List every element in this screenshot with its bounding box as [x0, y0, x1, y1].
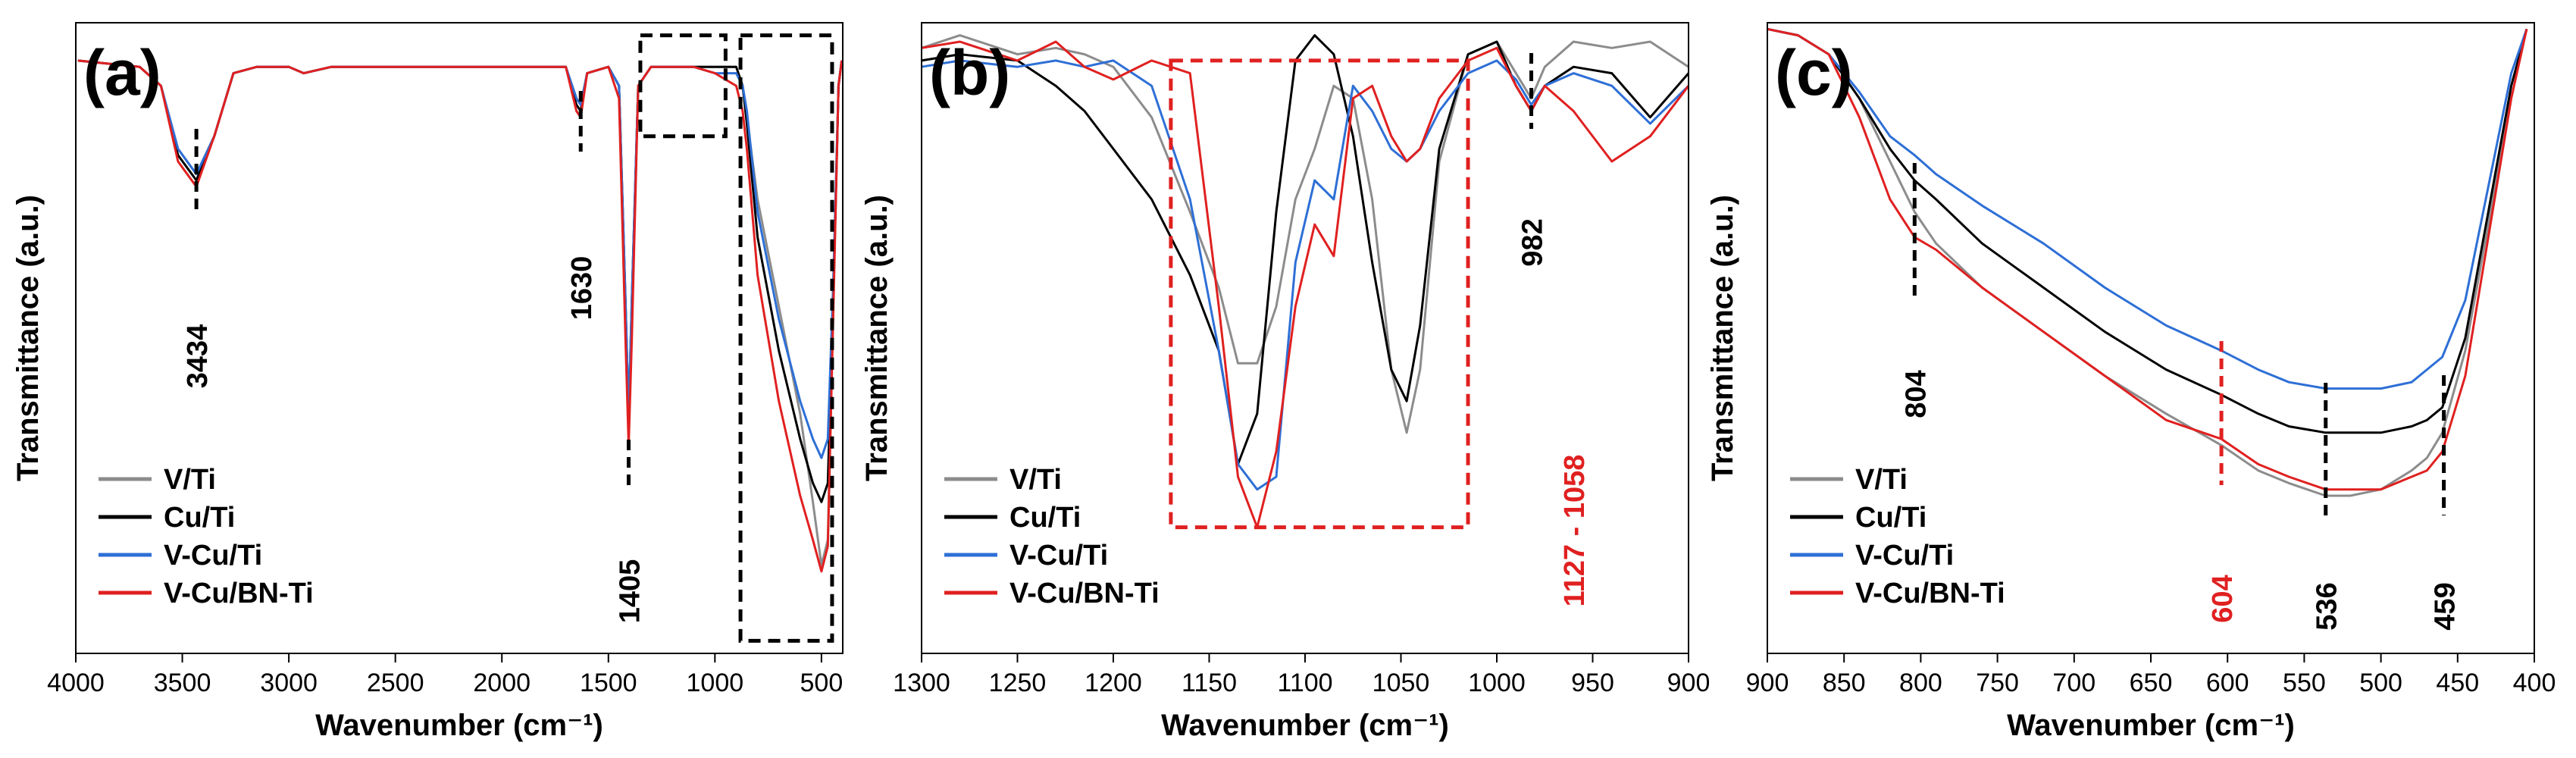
series-line-v-ti: [1767, 27, 2528, 497]
panel-b-ylabel: Transmittance (a.u.): [860, 195, 894, 481]
x-tick-label: 450: [2436, 669, 2479, 697]
panel-b-annotations: 982 1127 - 1058: [1517, 53, 1591, 607]
legend-entry: V-Cu/Ti: [164, 540, 262, 572]
series-line-v-cu-bn-ti: [1767, 27, 2528, 491]
series-line-v-cu-ti: [77, 59, 844, 459]
x-tick-label: 900: [1746, 669, 1789, 697]
legend-entry: V-Cu/BN-Ti: [164, 578, 314, 609]
panel-a-boxes: [638, 33, 834, 643]
panel-c-xlabel: Wavenumber (cm⁻¹): [2007, 709, 2295, 742]
legend-entry: V/Ti: [1009, 464, 1062, 496]
panel-a-xticks: 4000 3500 3000 2500 2000 1500 1000 500: [47, 653, 843, 697]
panel-a-label: (a): [83, 37, 161, 108]
x-tick-label: 1250: [989, 669, 1047, 697]
x-tick-label: 500: [800, 669, 844, 697]
annotation-label: 536: [2312, 582, 2343, 630]
annotation-label: 1630: [566, 256, 598, 321]
series-line-cu-ti: [921, 34, 1690, 465]
panel-b-xlabel: Wavenumber (cm⁻¹): [1161, 709, 1449, 742]
panel-b-series: [921, 34, 1690, 529]
panel-c-xticks: 900 850 800 750 700 650 600 550 500 450 400: [1746, 653, 2556, 697]
legend-entry: V-Cu/BN-Ti: [1855, 578, 2005, 609]
x-tick-label: 400: [2513, 669, 2556, 697]
x-tick-label: 550: [2283, 669, 2326, 697]
panel-b-xticks: 1300 1250 1200 1150 1100 1050 1000 950 900: [893, 653, 1710, 697]
highlight-box: [1169, 58, 1470, 530]
x-tick-label: 3500: [154, 669, 211, 697]
highlight-box: [738, 33, 834, 643]
x-tick-label: 1000: [1468, 669, 1526, 697]
x-tick-label: 1200: [1085, 669, 1142, 697]
x-tick-label: 1050: [1373, 669, 1430, 697]
panel-c-series: [1767, 27, 2528, 497]
highlight-box: [638, 33, 728, 139]
panel-b-label: (b): [929, 37, 1010, 108]
x-tick-label: 1000: [687, 669, 744, 697]
legend-entry: V-Cu/BN-Ti: [1009, 578, 1160, 609]
annotation-label: 982: [1517, 218, 1549, 266]
annotation-label: 1127 - 1058: [1559, 455, 1591, 607]
panel-c-legend: V/Ti Cu/Ti V-Cu/Ti V-Cu/BN-Ti: [1790, 464, 2005, 609]
x-tick-label: 600: [2206, 669, 2249, 697]
panel-b: 1300 1250 1200 1150 1100 1050 1000 950 900 982 11…: [860, 22, 1710, 742]
panel-a-legend: V/Ti Cu/Ti V-Cu/Ti V-Cu/BN-Ti: [99, 464, 314, 609]
legend-entry: Cu/Ti: [1009, 502, 1081, 534]
legend-entry: V/Ti: [164, 464, 216, 496]
annotation-label: 604: [2207, 575, 2239, 622]
panel-b-boxes: [1169, 58, 1470, 530]
panel-a-annotations: 3434 1630 1405: [182, 91, 646, 623]
x-tick-label: 900: [1667, 669, 1711, 697]
panel-c: 900 850 800 750 700 650 600 550 500 450 400 804 604…: [1706, 22, 2556, 742]
annotation-label: 3434: [182, 324, 214, 389]
x-tick-label: 3000: [260, 669, 318, 697]
x-tick-label: 750: [1976, 669, 2019, 697]
series-line-v-ti: [921, 34, 1689, 434]
panel-a: 4000 3500 3000 2500 2000 1500 1000 500 3434 1630…: [11, 22, 844, 742]
legend-entry: V-Cu/Ti: [1009, 540, 1108, 572]
x-tick-label: 1300: [893, 669, 950, 697]
legend-entry: V-Cu/Ti: [1855, 540, 1954, 572]
panel-a-xlabel: Wavenumber (cm⁻¹): [315, 709, 603, 742]
legend-entry: V/Ti: [1855, 464, 1908, 496]
panel-a-frame: [75, 22, 844, 654]
series-line-cu-ti: [77, 59, 844, 503]
legend-entry: Cu/Ti: [164, 502, 235, 534]
x-tick-label: 1500: [580, 669, 637, 697]
x-tick-label: 2000: [473, 669, 531, 697]
annotation-label: 804: [1900, 370, 1932, 418]
annotation-label: 1405: [614, 559, 646, 624]
x-tick-label: 2500: [367, 669, 424, 697]
x-tick-label: 4000: [47, 669, 105, 697]
series-line-v-cu-ti: [921, 59, 1690, 491]
series-line-v-cu-ti: [1767, 27, 2528, 390]
panel-b-legend: V/Ti Cu/Ti V-Cu/Ti V-Cu/BN-Ti: [944, 464, 1160, 609]
x-tick-label: 650: [2130, 669, 2173, 697]
x-tick-label: 1100: [1277, 669, 1332, 697]
panel-c-annotations: 804 604 536 459: [1900, 163, 2462, 631]
panel-c-label: (c): [1775, 37, 1853, 108]
x-tick-label: 950: [1571, 669, 1614, 697]
x-tick-label: 500: [2359, 669, 2402, 697]
x-tick-label: 700: [2052, 669, 2096, 697]
series-line-v-cu-bn-ti: [921, 40, 1690, 529]
x-tick-label: 800: [1899, 669, 1942, 697]
panel-c-ylabel: Transmittance (a.u.): [1706, 195, 1739, 481]
panel-a-ylabel: Transmittance (a.u.): [11, 195, 45, 481]
series-line-cu-ti: [1767, 27, 2528, 434]
annotation-label: 459: [2430, 582, 2462, 630]
x-tick-label: 1150: [1182, 669, 1237, 697]
x-tick-label: 850: [1823, 669, 1866, 697]
legend-entry: Cu/Ti: [1855, 502, 1927, 534]
